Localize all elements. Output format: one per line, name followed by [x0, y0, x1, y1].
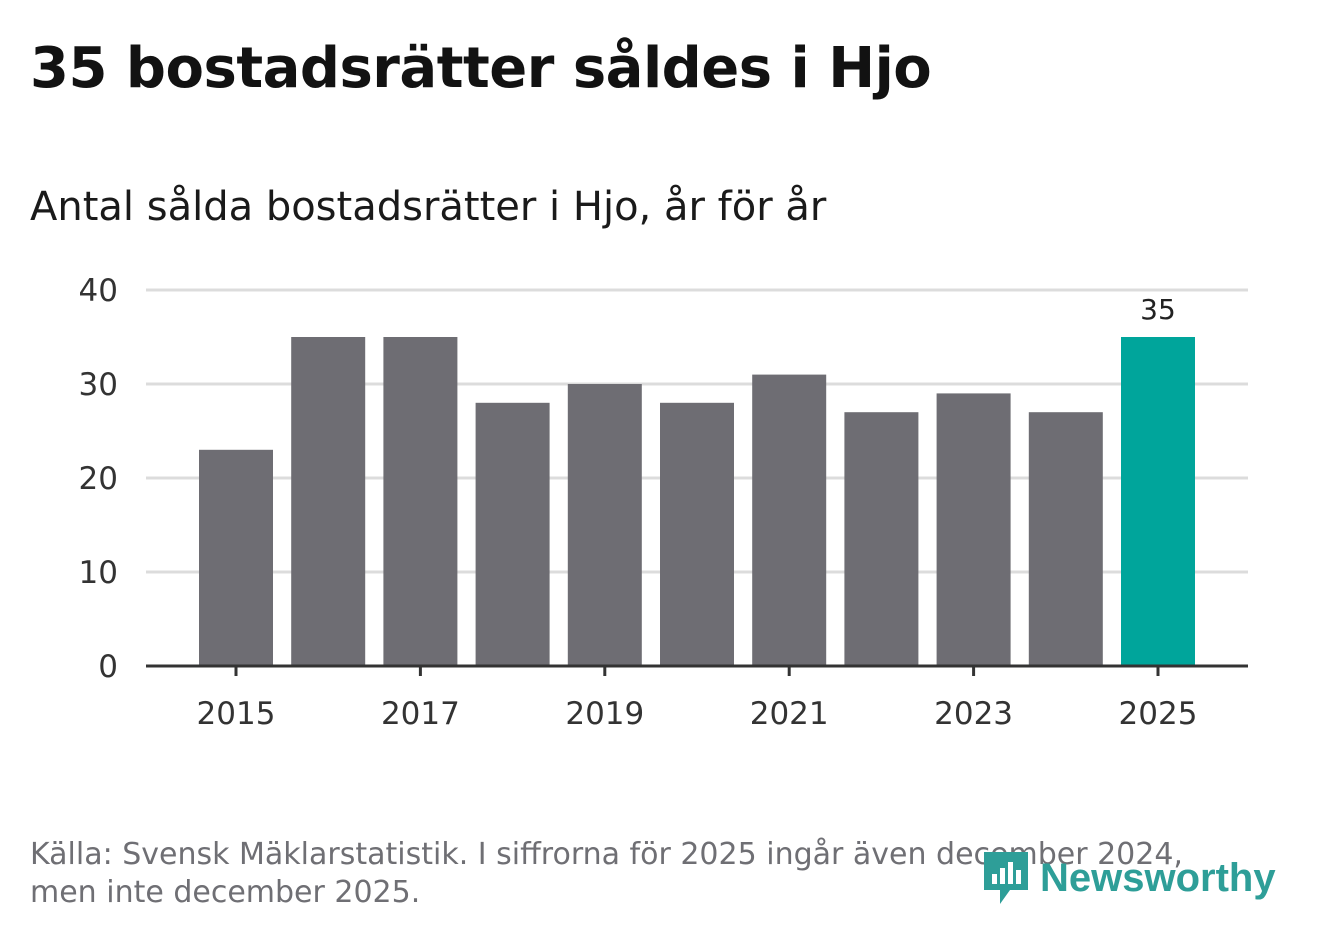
- x-tick-label-2025: 2025: [1119, 696, 1198, 732]
- newsworthy-logo-icon: [984, 852, 1028, 904]
- newsworthy-logo-text: Newsworthy: [1040, 855, 1276, 900]
- x-tick-label-2023: 2023: [934, 696, 1013, 732]
- bar-2018: [475, 402, 550, 666]
- newsworthy-logo: Newsworthy: [980, 848, 1276, 908]
- source-line-2: men inte december 2025.: [30, 875, 421, 910]
- bar-2022: [844, 412, 919, 666]
- chart-subtitle: Antal sålda bostadsrätter i Hjo, år för …: [30, 184, 827, 230]
- chart-title: 35 bostadsrätter såldes i Hjo: [30, 36, 932, 101]
- x-tick-label-2021: 2021: [750, 696, 829, 732]
- bar-2019: [567, 384, 642, 666]
- bar-2021: [752, 374, 827, 666]
- bar-2016: [291, 337, 366, 666]
- bar-2023: [936, 393, 1011, 666]
- bar-2020: [660, 402, 734, 666]
- bar-2024: [1028, 412, 1103, 666]
- bar-2017: [383, 337, 458, 666]
- bar-chart: 0 10 20 30 40 35 2015 2017 2019 2021 2023 2025: [79, 273, 1248, 732]
- y-tick-label-0: 0: [98, 649, 118, 685]
- y-tick-label-10: 10: [79, 555, 118, 591]
- y-tick-label-20: 20: [79, 461, 118, 497]
- bar-2025: [1121, 337, 1195, 666]
- y-tick-label-30: 30: [79, 367, 118, 403]
- x-tick-label-2015: 2015: [197, 696, 276, 732]
- data-label-2025: 35: [1140, 293, 1176, 326]
- x-tick-label-2017: 2017: [381, 696, 460, 732]
- bar-2015: [199, 449, 273, 666]
- y-tick-label-40: 40: [79, 273, 118, 309]
- x-tick-label-2019: 2019: [565, 696, 644, 732]
